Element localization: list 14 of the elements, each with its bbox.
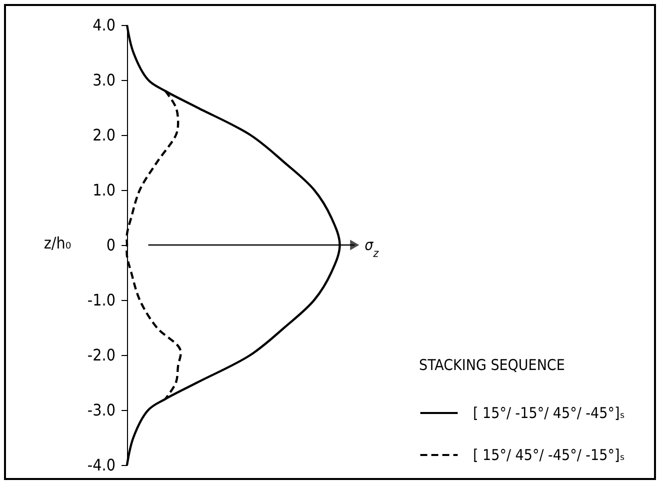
y-tick-label: -4.0 [87, 456, 116, 474]
x-axis-title: σ$_{z}$ [364, 236, 380, 260]
y-tick-label: -1.0 [87, 290, 116, 310]
y-axis-title: z/h₀ [44, 234, 72, 252]
y-tick-label: -2.0 [87, 346, 116, 364]
legend-label: [ 15°/ 45°/ -45°/ -15°]ₛ [473, 446, 625, 464]
y-tick-label: 4.0 [92, 16, 116, 34]
y-tick-label: -3.0 [87, 400, 116, 420]
y-tick-label: 0 [106, 236, 116, 254]
y-tick-label: 3.0 [92, 70, 116, 90]
legend-title: STACKING SEQUENCE [419, 356, 565, 374]
y-tick-label: 1.0 [92, 180, 116, 200]
legend-label: [ 15°/ -15°/ 45°/ -45°]ₛ [473, 404, 625, 422]
y-tick-label: 2.0 [92, 126, 116, 144]
